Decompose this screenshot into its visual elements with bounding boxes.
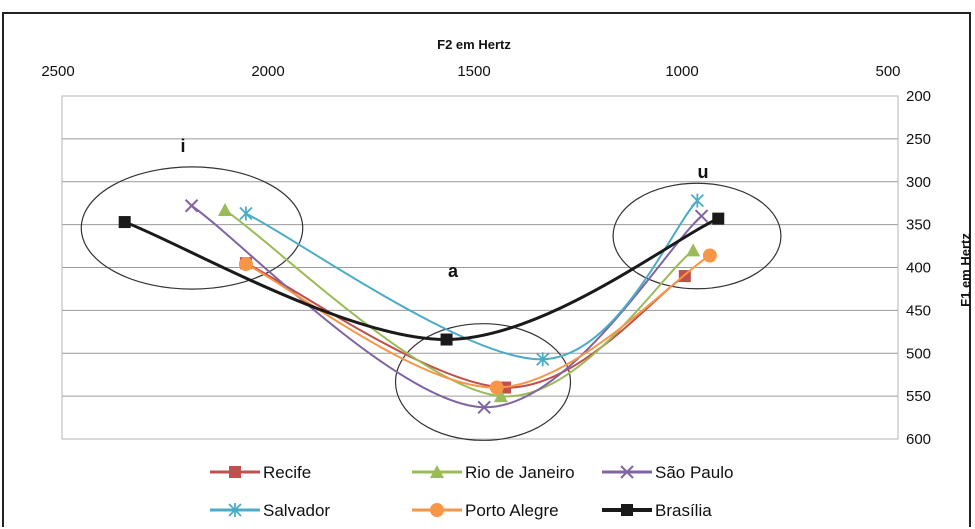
vowel-ellipse-u: [612, 182, 782, 290]
vowel-label-i: i: [180, 136, 185, 156]
series-line: [224, 209, 694, 398]
x-tick-label: 2500: [41, 63, 74, 80]
series-line: [245, 262, 686, 389]
marker-circle: [702, 248, 717, 263]
legend-item: São Paulo: [602, 463, 733, 482]
y-tick-label: 600: [906, 431, 931, 448]
legend-label: Porto Alegre: [465, 501, 559, 520]
legend-label: Salvador: [263, 501, 330, 520]
series-bras-lia: [118, 212, 725, 346]
series-lines: [118, 193, 725, 414]
vowel-ellipse-a: [394, 323, 572, 441]
x-axis-title: F2 em Hertz: [437, 37, 511, 52]
marker-square: [440, 333, 453, 346]
vowel-label-u: u: [698, 162, 709, 182]
plot-area: [61, 95, 899, 440]
marker-square: [621, 504, 633, 516]
legend-item: Salvador: [210, 501, 330, 520]
y-axis-title: F1 em Hertz: [958, 233, 973, 307]
y-tick-label: 250: [906, 131, 931, 148]
series-s-o-paulo: [184, 199, 709, 414]
marker-star: [536, 352, 550, 367]
y-tick-label: 500: [906, 345, 931, 362]
marker-triangle: [686, 243, 701, 257]
legend-label: São Paulo: [655, 463, 733, 482]
legend-item: Porto Alegre: [412, 501, 559, 520]
vowel-ellipse-i: [80, 166, 304, 290]
marker-circle: [430, 503, 444, 517]
marker-x: [477, 400, 491, 414]
series-rio-de-janeiro: [218, 203, 701, 403]
marker-circle: [489, 380, 504, 395]
y-axis-ticks: 200 250 300 350 400 450 500 550 600: [906, 88, 931, 448]
marker-circle: [238, 257, 253, 272]
legend-label: Rio de Janeiro: [465, 463, 575, 482]
y-tick-label: 450: [906, 302, 931, 319]
series-porto-alegre: [238, 248, 717, 395]
legend-item: Recife: [210, 463, 311, 482]
grid-lines: [62, 95, 898, 440]
x-axis-ticks: 2500 2000 1500 1000 500: [41, 63, 900, 80]
chart-frame: [2, 12, 971, 527]
marker-x: [184, 199, 199, 213]
y-tick-label: 300: [906, 174, 931, 191]
series-line: [245, 199, 699, 361]
legend-item: Brasília: [602, 501, 712, 520]
y-tick-label: 550: [906, 388, 931, 405]
marker-star: [228, 503, 242, 517]
marker-star: [690, 193, 704, 208]
marker-x: [694, 209, 709, 223]
marker-square: [229, 466, 241, 478]
y-tick-label: 200: [906, 88, 931, 105]
vowel-groups: i a u: [80, 136, 782, 441]
y-tick-label: 400: [906, 260, 931, 277]
series-salvador: [239, 193, 704, 367]
marker-square: [118, 216, 131, 229]
legend-label: Recife: [263, 463, 311, 482]
x-tick-label: 1500: [457, 63, 490, 80]
y-tick-label: 350: [906, 217, 931, 234]
x-tick-label: 1000: [665, 63, 698, 80]
marker-star: [239, 206, 253, 221]
vowel-label-a: a: [448, 261, 459, 281]
marker-square: [712, 212, 725, 225]
marker-triangle: [218, 203, 233, 217]
x-tick-label: 500: [875, 63, 900, 80]
marker-triangle: [493, 389, 508, 403]
legend-item: Rio de Janeiro: [412, 463, 575, 482]
x-tick-label: 2000: [251, 63, 284, 80]
legend-label: Brasília: [655, 501, 712, 520]
marker-triangle: [430, 465, 444, 478]
marker-x: [620, 465, 634, 479]
legend: Recife Rio de Janeiro São Paulo Salvador Por…: [210, 463, 733, 520]
